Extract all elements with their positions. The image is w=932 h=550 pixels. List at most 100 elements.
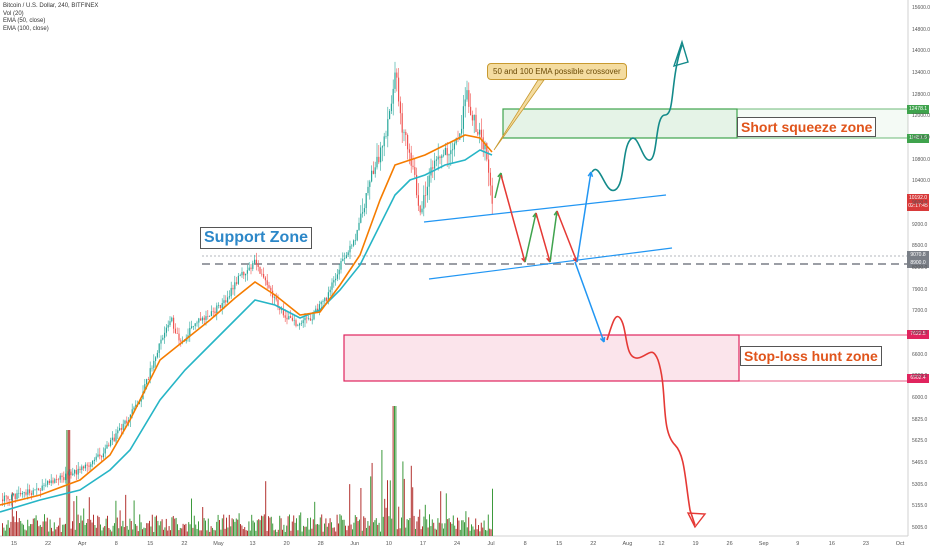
candle-body <box>353 240 355 246</box>
candle-body <box>225 300 227 303</box>
volume-bar <box>165 518 167 536</box>
candle-body <box>191 326 193 328</box>
volume-bar <box>28 526 30 536</box>
candle-body <box>254 259 256 263</box>
volume-bar <box>6 524 8 536</box>
volume-bar <box>119 510 121 536</box>
volume-bar <box>357 521 359 536</box>
x-tick-label: 24 <box>453 541 461 547</box>
volume-bar <box>147 523 149 536</box>
volume-bar <box>149 520 150 536</box>
volume-bar <box>402 461 404 536</box>
candle-body <box>93 459 95 461</box>
candle-body <box>345 255 347 259</box>
candle-body <box>342 258 344 262</box>
volume-bar <box>268 516 269 536</box>
ema-crossover-callout[interactable]: 50 and 100 EMA possible crossover <box>487 63 627 80</box>
volume-bar <box>30 524 31 536</box>
volume-bar <box>163 529 164 536</box>
stop-loss-hunt-label[interactable]: Stop-loss hunt zone <box>740 346 882 366</box>
candle-body <box>367 186 369 194</box>
volume-bar <box>202 507 204 536</box>
volume-bar <box>356 517 358 536</box>
candle-body <box>426 186 428 196</box>
candle-body <box>453 143 455 150</box>
x-tick-label: 23 <box>862 541 869 547</box>
volume-bar <box>389 480 391 536</box>
candle-body <box>41 485 43 491</box>
volume-bar <box>251 514 253 536</box>
candle-body <box>27 489 29 495</box>
candle-body <box>167 325 169 328</box>
volume-bar <box>375 518 377 536</box>
volume-bar <box>403 478 405 536</box>
volume-bar <box>350 524 352 536</box>
y-tick-label: 6000.0 <box>912 395 928 401</box>
volume-bar <box>483 520 485 536</box>
y-tick-label: 5005.0 <box>912 525 928 531</box>
candle-body <box>198 318 200 323</box>
volume-bar <box>385 507 387 536</box>
volume-bar <box>90 519 92 536</box>
volume-bar <box>207 518 209 536</box>
support-zone-label[interactable]: Support Zone <box>200 227 312 249</box>
candle-body <box>50 480 52 484</box>
volume-bar <box>406 519 408 536</box>
volume-bar <box>230 526 232 536</box>
channel-upper-line <box>423 194 667 223</box>
candle-body <box>171 317 173 322</box>
volume-bar <box>97 515 99 536</box>
short-squeeze-label[interactable]: Short squeeze zone <box>737 117 877 137</box>
volume-bar <box>95 527 97 536</box>
volume-bar <box>210 526 212 536</box>
candle-body <box>318 304 320 313</box>
candle-body <box>110 440 112 446</box>
volume-bar <box>42 521 44 536</box>
volume-bar <box>388 516 390 536</box>
candle-body <box>468 90 470 107</box>
volume-bar <box>20 521 22 536</box>
candle-body <box>111 437 113 441</box>
candle-body <box>444 148 446 155</box>
y-tick-label: 5155.0 <box>912 503 928 510</box>
volume-bar <box>269 517 271 536</box>
volume-bar <box>38 526 40 536</box>
volume-bar <box>342 519 344 536</box>
candle-body <box>131 409 133 415</box>
x-tick-label: 26 <box>726 541 733 547</box>
volume-bar <box>420 529 422 536</box>
volume-bar <box>200 530 202 536</box>
volume-bar <box>137 531 139 536</box>
volume-bar <box>284 531 286 536</box>
volume-bar <box>186 531 188 536</box>
volume-bar <box>448 518 450 536</box>
x-tick-label: Sep <box>758 541 769 547</box>
candle-body <box>284 315 286 318</box>
volume-bar <box>472 526 474 536</box>
volume-bar <box>39 524 41 536</box>
candle-body <box>47 480 49 485</box>
volume-bar <box>107 515 108 536</box>
volume-bar <box>436 529 437 536</box>
candle-body <box>488 159 490 173</box>
forecast-up-arrow <box>549 210 558 263</box>
volume-bar <box>121 526 122 536</box>
volume-bar <box>431 519 433 536</box>
candle-body <box>11 494 13 501</box>
x-tick-label: 15 <box>10 541 18 547</box>
forecast-down-arrow <box>556 210 578 263</box>
candle-body <box>117 430 119 434</box>
volume-bar <box>349 484 351 536</box>
volume-bar <box>272 523 274 536</box>
volume-bar <box>459 529 461 536</box>
volume-bar <box>72 521 73 536</box>
x-tick-label: 15 <box>147 541 154 547</box>
y-tick-label: 10800.0 <box>912 156 931 163</box>
volume-bar <box>73 501 75 536</box>
candle-body <box>462 106 464 129</box>
volume-bar <box>430 526 432 536</box>
candle-body <box>180 340 182 342</box>
x-tick-label: Oct <box>895 541 905 547</box>
y-tick-label: 5305.0 <box>912 481 928 488</box>
